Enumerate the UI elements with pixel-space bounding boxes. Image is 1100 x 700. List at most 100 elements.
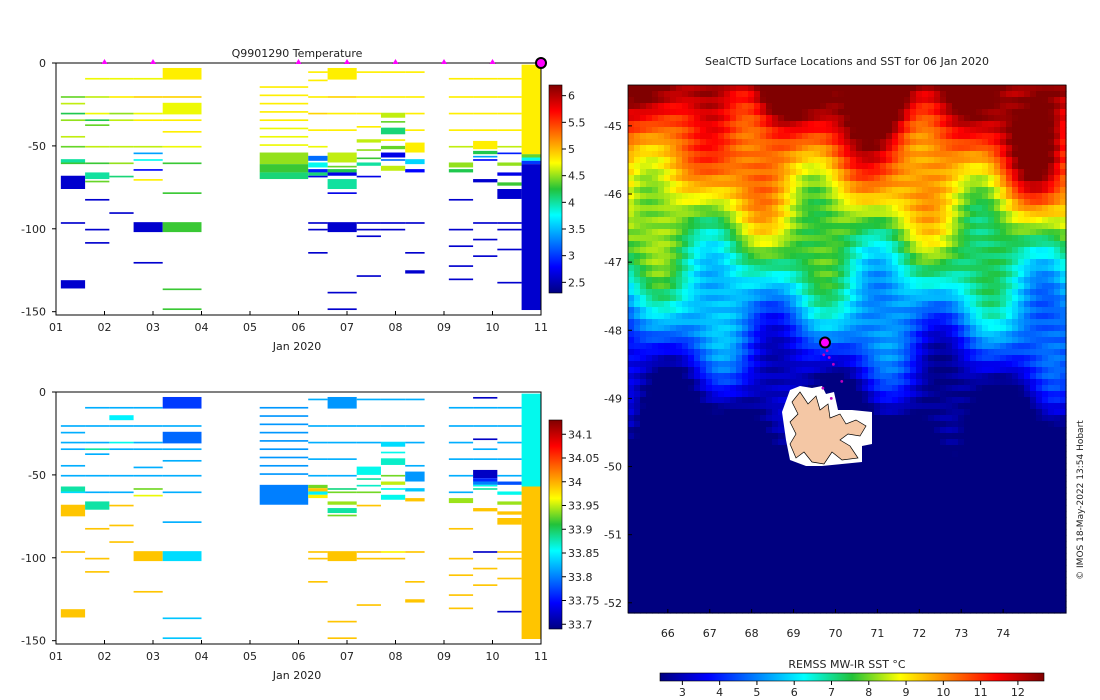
sst-cell [676, 457, 683, 464]
profile-bin [380, 112, 406, 118]
sst-cell [652, 319, 659, 326]
sst-cell [664, 253, 671, 260]
sst-cell [778, 163, 785, 170]
sst-cell [808, 265, 815, 272]
sst-cell [640, 211, 647, 218]
profile-bin [60, 102, 86, 105]
sst-cell [766, 409, 773, 416]
sst-cell [970, 283, 977, 290]
sst-cell [1012, 325, 1019, 332]
sst-cell [634, 307, 641, 314]
sst-cell [874, 331, 881, 338]
sst-cell [694, 277, 701, 284]
sst-cell [820, 235, 827, 242]
sst-cell [712, 319, 719, 326]
sst-cell [760, 163, 767, 170]
sst-cell [952, 259, 959, 266]
sst-cell [658, 313, 665, 320]
colorbar-tick-label: 4 [568, 196, 575, 209]
profile-bin [259, 415, 309, 417]
sst-cell [856, 109, 863, 116]
sst-cell [760, 331, 767, 338]
sst-cell [754, 349, 761, 356]
sst-cell [1042, 229, 1049, 236]
sst-cell [868, 241, 875, 248]
sst-cell [664, 211, 671, 218]
sst-cell [628, 325, 635, 332]
sst-cell [868, 109, 875, 116]
sst-cell [646, 127, 653, 134]
sst-cell [664, 235, 671, 242]
sst-cell [1000, 91, 1007, 98]
sst-cell [760, 85, 767, 92]
sst-cell [706, 193, 713, 200]
sst-cell [628, 121, 635, 128]
sst-cell [1018, 325, 1025, 332]
sst-cell [664, 217, 671, 224]
sst-cell [898, 367, 905, 374]
sst-cell [706, 367, 713, 374]
sst-cell [724, 145, 731, 152]
sst-cell [694, 367, 701, 374]
sst-cell [1012, 121, 1019, 128]
sst-cell [640, 85, 647, 92]
sst-cell [856, 115, 863, 122]
sst-cell [928, 235, 935, 242]
sst-cell [1006, 307, 1013, 314]
sst-cell [742, 283, 749, 290]
sst-cell [664, 379, 671, 386]
sst-cell [1012, 133, 1019, 140]
sst-cell [712, 313, 719, 320]
sst-cell [802, 211, 809, 218]
sst-cell [766, 319, 773, 326]
sst-cell [898, 175, 905, 182]
sst-cell [1048, 241, 1055, 248]
profile-bin [380, 165, 406, 171]
profile-bin [308, 222, 328, 224]
sst-cell [910, 421, 917, 428]
sst-cell [934, 85, 941, 92]
sst-cell [640, 265, 647, 272]
sst-cell [934, 265, 941, 272]
sst-cell [634, 85, 641, 92]
sst-cell [958, 145, 965, 152]
sst-cell [826, 193, 833, 200]
profile-bin [356, 96, 381, 98]
sst-cell [838, 211, 845, 218]
sst-cell [964, 247, 971, 254]
sst-cell [964, 253, 971, 260]
sst-cell [730, 241, 737, 248]
x-tick-label: 11 [534, 650, 548, 663]
sst-cell [994, 253, 1001, 260]
sst-cell [730, 121, 737, 128]
sst-cell [640, 145, 647, 152]
sst-cell [922, 319, 929, 326]
sst-cell [856, 301, 863, 308]
sst-cell [988, 145, 995, 152]
sst-cell [1036, 211, 1043, 218]
sst-cell [904, 301, 911, 308]
sst-cell [988, 373, 995, 380]
sst-cell [766, 397, 773, 404]
sst-cell [772, 445, 779, 452]
sst-cell [634, 373, 641, 380]
sst-cell [694, 175, 701, 182]
profile-bin [327, 491, 357, 494]
sst-cell [844, 391, 851, 398]
sst-cell [754, 121, 761, 128]
sst-cell [1018, 367, 1025, 374]
sst-cell [790, 307, 797, 314]
sst-cell [874, 133, 881, 140]
sst-cell [694, 349, 701, 356]
sst-cell [1054, 103, 1061, 110]
sst-cell [1000, 175, 1007, 182]
sst-cell [838, 397, 845, 404]
sst-cell [880, 151, 887, 158]
sst-cell [940, 151, 947, 158]
sst-cell [982, 355, 989, 362]
sst-cell [892, 415, 899, 422]
sst-cell [736, 139, 743, 146]
sst-cell [838, 169, 845, 176]
sst-cell [1048, 247, 1055, 254]
sst-cell [724, 433, 731, 440]
